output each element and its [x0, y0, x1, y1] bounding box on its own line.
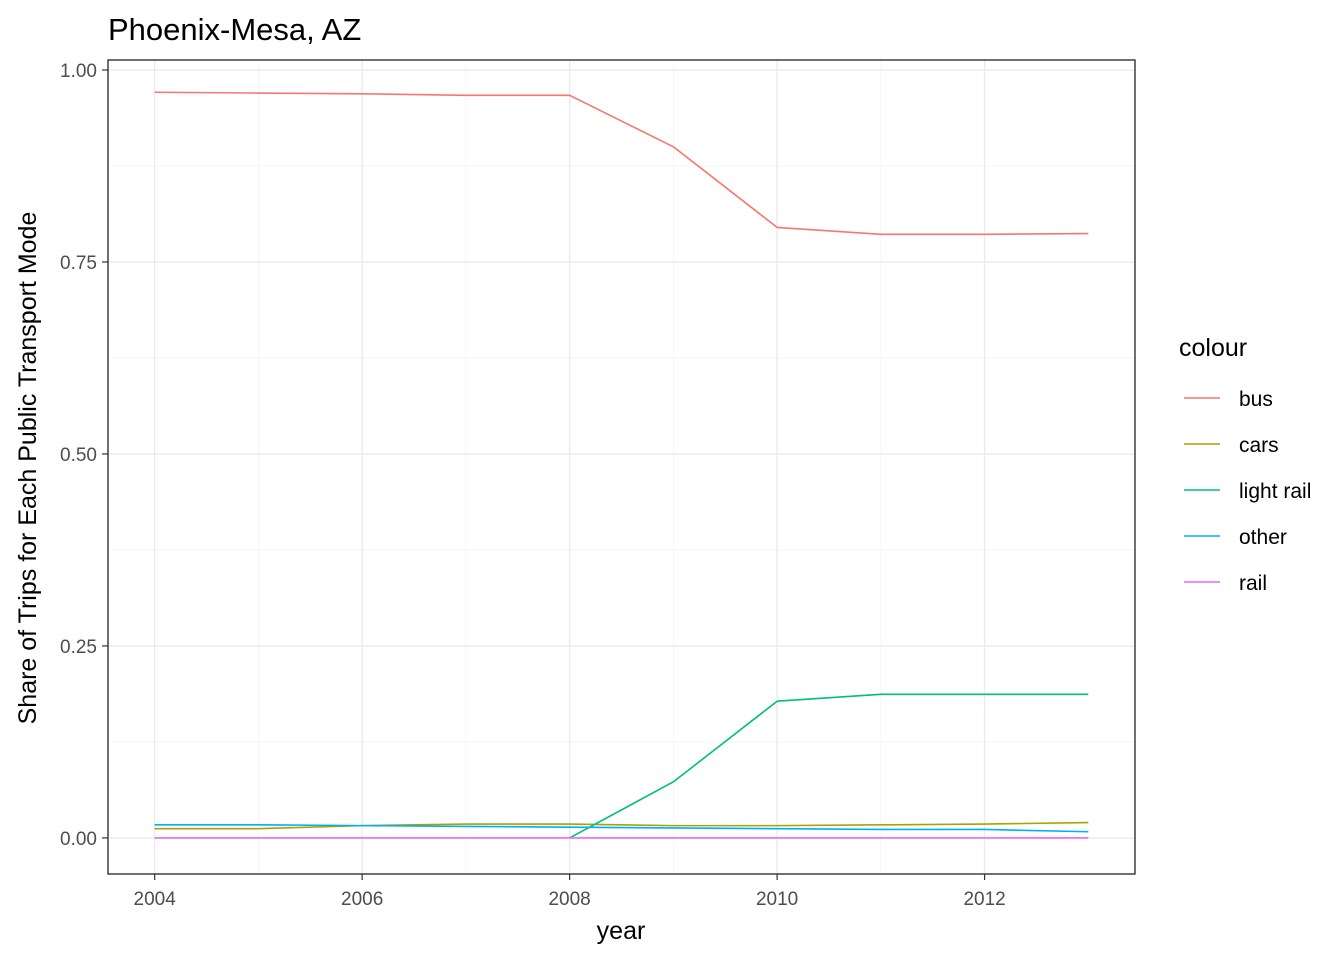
legend-label-other: other: [1239, 526, 1287, 549]
legend-label-bus: bus: [1239, 388, 1273, 411]
legend-title: colour: [1179, 334, 1247, 362]
legend-item-bus: bus: [1184, 388, 1273, 411]
legend-label-cars: cars: [1239, 434, 1279, 457]
series-line-bus: [154, 91, 1089, 236]
series-line-light-rail: [569, 693, 1089, 839]
legend-label-light-rail: light rail: [1239, 480, 1311, 503]
x-tick-label: 2012: [963, 889, 1005, 910]
legend-item-light-rail: light rail: [1184, 480, 1311, 503]
panel-border: [107, 59, 1136, 875]
series-lines: [154, 91, 1089, 839]
legend-item-rail: rail: [1184, 572, 1267, 595]
y-tick-label: 0.50: [60, 445, 97, 466]
y-tick-label: 0.25: [60, 637, 97, 658]
legend-items: bus cars light rail other rail: [1184, 388, 1311, 595]
y-tick-label: 0.75: [60, 253, 97, 274]
x-tick-label: 2004: [134, 889, 177, 910]
legend-item-other: other: [1184, 526, 1287, 549]
chart-title: Phoenix-Mesa, AZ: [108, 12, 361, 47]
x-tick-label: 2006: [341, 889, 383, 910]
legend-item-cars: cars: [1184, 434, 1279, 457]
major-gridlines: [108, 60, 1135, 874]
x-tick-label: 2008: [548, 889, 590, 910]
x-axis-title: year: [597, 917, 646, 945]
x-axis: 2004 2006 2008 2010 2012: [134, 874, 1006, 910]
legend: colour bus cars light rail other rail: [1179, 334, 1311, 595]
series-line-other: [154, 824, 1089, 833]
x-tick-label: 2010: [756, 889, 798, 910]
y-tick-label: 0.00: [60, 829, 97, 850]
y-axis-title: Share of Trips for Each Public Transport…: [14, 212, 42, 725]
y-axis: 0.00 0.25 0.50 0.75 1.00: [60, 61, 108, 850]
y-tick-label: 1.00: [60, 61, 97, 82]
series-line-cars: [154, 821, 1089, 830]
minor-gridlines: [108, 60, 1135, 874]
legend-label-rail: rail: [1239, 572, 1267, 595]
